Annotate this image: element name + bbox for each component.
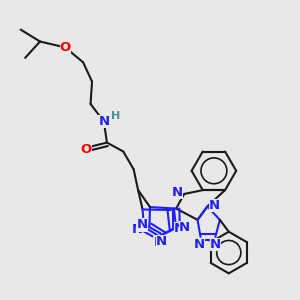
Text: H: H bbox=[111, 111, 120, 122]
Text: N: N bbox=[98, 115, 110, 128]
Text: N: N bbox=[132, 223, 143, 236]
Text: N: N bbox=[209, 199, 220, 212]
Text: O: O bbox=[80, 143, 92, 156]
Text: N: N bbox=[210, 238, 221, 251]
Text: N: N bbox=[172, 186, 183, 199]
Text: N: N bbox=[136, 218, 148, 231]
Text: N: N bbox=[156, 235, 167, 248]
Text: N: N bbox=[194, 238, 205, 251]
Text: N: N bbox=[153, 236, 164, 249]
Text: N: N bbox=[174, 222, 185, 235]
Text: N: N bbox=[179, 221, 190, 234]
Text: O: O bbox=[60, 41, 71, 54]
